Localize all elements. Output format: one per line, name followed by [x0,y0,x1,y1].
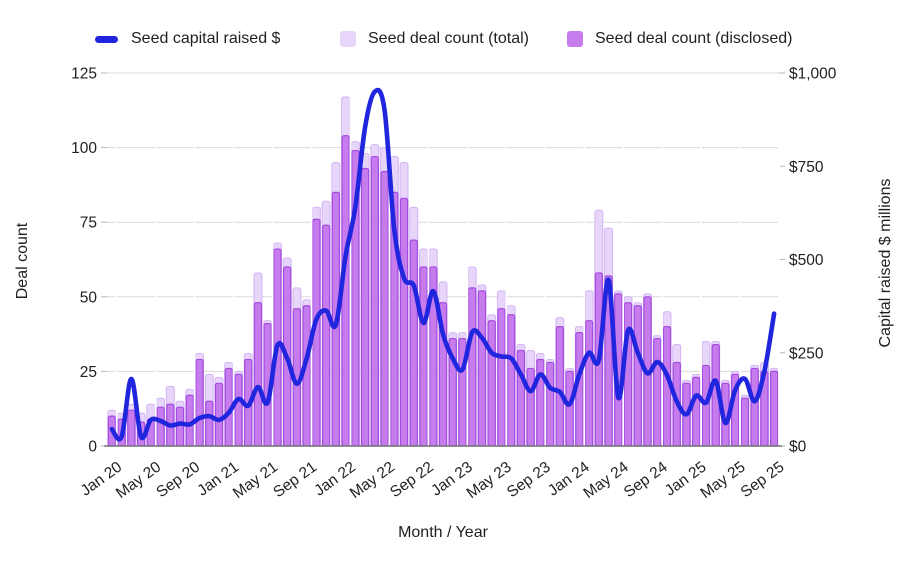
bar-disclosed [740,397,750,447]
bar-disclosed [341,135,350,447]
y-axis-left-tick-label: 75 [80,215,97,232]
y-axis-left-tick-label: 25 [80,364,97,381]
legend-label: Seed deal count (total) [368,30,529,47]
x-axis-tick-label: May 25 [697,458,748,502]
y-axis-title-right: Capital raised $ millions [877,178,894,348]
x-axis-tick-label: May 20 [113,458,164,502]
bar-disclosed [507,314,516,447]
x-axis-tick-label: May 24 [581,458,632,502]
bar-disclosed [545,361,555,447]
y-axis-left-tick-label: 50 [80,289,98,306]
bar-disclosed [224,367,233,447]
bar-disclosed [614,293,623,447]
bar-disclosed [380,170,389,447]
legend-label: Seed deal count (disclosed) [595,30,793,47]
y-axis-left-tick-label: 125 [71,66,97,83]
line-swatch-icon [95,35,118,43]
x-axis-tick-label: May 21 [230,458,281,502]
bar-disclosed [127,409,136,447]
bar-disclosed [175,406,185,447]
legend-item-deal-count-total[interactable]: Seed deal count (total) [340,26,529,52]
bar-disclosed [633,305,642,447]
bar-disclosed [205,400,214,447]
bar-disclosed [575,332,584,447]
bar-disclosed [701,364,711,447]
x-axis-title: Month / Year [398,524,488,541]
x-axis-tick-label: May 23 [464,458,515,502]
bar-disclosed [769,370,779,447]
bar-disclosed [195,358,204,447]
y-axis-right-tick-label: $1,000 [789,66,837,83]
x-axis-tick-label: Sep 20 [153,458,203,501]
x-axis-tick-label: Sep 23 [504,458,554,501]
bar-disclosed [565,370,574,447]
box-swatch-disclosed-icon [567,31,583,47]
bar-disclosed [623,302,633,447]
x-axis-tick-label: May 22 [347,458,398,502]
bar-disclosed [750,367,759,447]
y-axis-left-tick-label: 100 [71,140,97,157]
capital-raised-line [109,87,777,442]
bar-disclosed [321,224,331,447]
y-axis-right-tick-label: $250 [789,345,824,362]
bar-disclosed [429,266,438,447]
bar-disclosed [468,287,477,447]
bar-disclosed [156,406,165,447]
y-axis-right-tick-label: $0 [789,439,807,456]
bar-disclosed [185,394,194,447]
bar-disclosed [409,239,418,447]
bar-disclosed [302,305,311,447]
bar-disclosed [263,323,272,447]
x-axis-tick-label: Sep 25 [738,458,788,501]
y-axis-left-tick-label: 0 [88,439,97,456]
bar-disclosed [526,367,535,447]
bar-disclosed [253,302,263,447]
y-axis-title-left: Deal count [14,222,31,300]
legend-label: Seed capital raised $ [131,30,281,47]
bar-disclosed [292,308,302,447]
bar-disclosed [214,382,224,447]
legend-item-capital-raised[interactable]: Seed capital raised $ [95,26,280,52]
bar-disclosed [692,376,701,447]
x-axis-tick-label: Sep 21 [270,458,320,501]
bar-disclosed [555,326,565,447]
bar-disclosed [662,326,672,447]
bar-disclosed [419,266,428,447]
bar-disclosed [497,308,506,447]
bar-disclosed [653,337,662,447]
bar-disclosed [721,382,730,447]
y-axis-right-tick-label: $500 [789,252,824,269]
bar-disclosed [370,155,379,447]
x-axis-tick-label: Sep 22 [387,458,437,501]
bar-disclosed [487,320,496,447]
bar-disclosed [399,197,409,447]
bar-disclosed [312,218,321,447]
bar-disclosed [711,343,720,447]
bar-disclosed [477,290,487,447]
box-swatch-total-icon [340,31,356,47]
bar-disclosed [360,167,370,447]
legend-item-deal-count-disclosed[interactable]: Seed deal count (disclosed) [567,26,792,52]
bar-disclosed [516,349,526,447]
y-axis-right-tick-label: $750 [789,159,824,176]
bar-disclosed [584,320,594,447]
x-axis-tick-label: Sep 24 [621,458,671,501]
chart-legend: Seed capital raised $ Seed deal count (t… [0,26,922,52]
bar-disclosed [234,373,243,447]
